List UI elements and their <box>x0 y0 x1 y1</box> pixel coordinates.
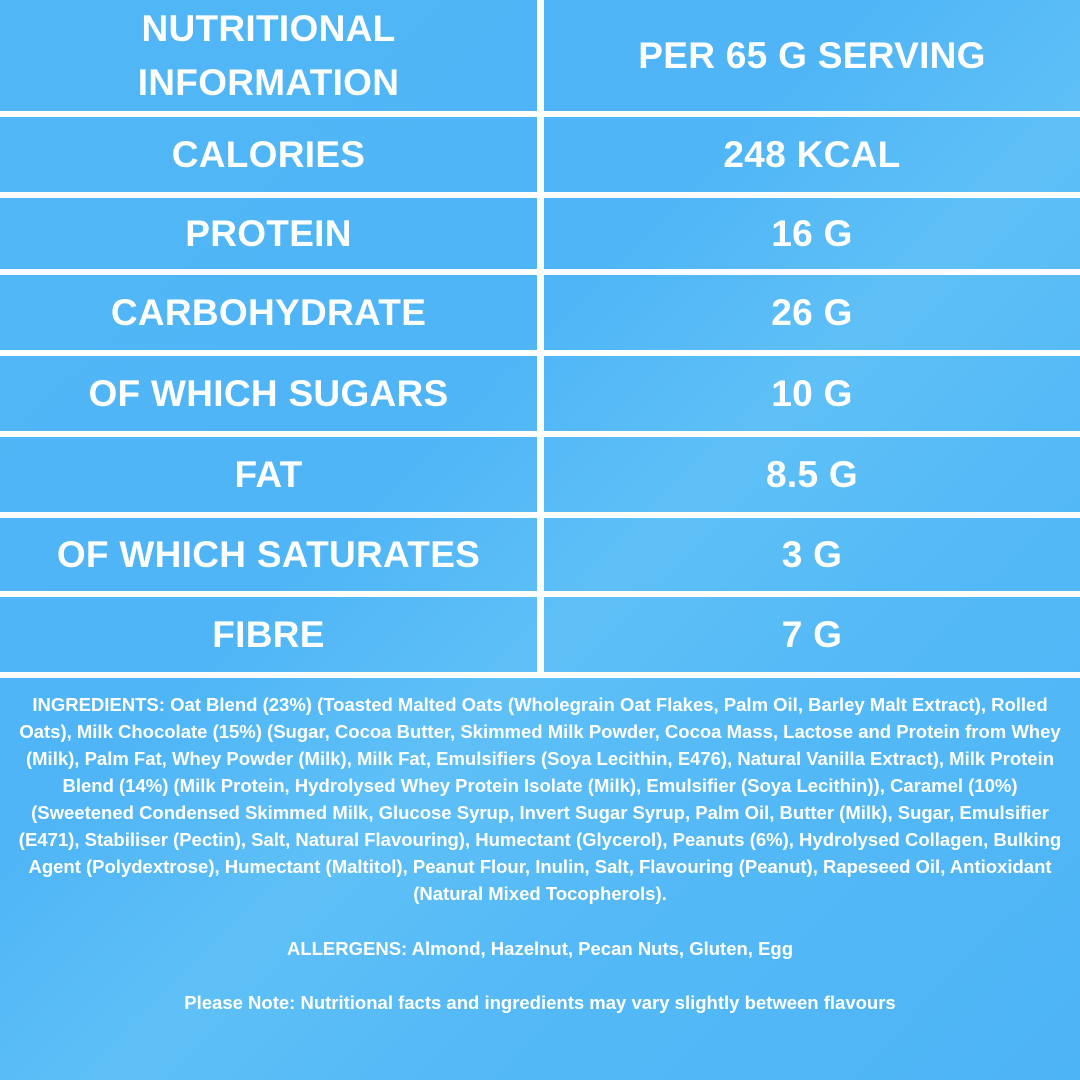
nutrient-value: 26 G <box>771 291 853 333</box>
header-serving-text: PER 65 G SERVING <box>638 34 986 76</box>
nutrient-label: CALORIES <box>171 133 366 175</box>
table-row: FIBRE 7 G <box>0 597 1080 672</box>
table-row: FAT 8.5 G <box>0 437 1080 512</box>
nutrient-label: FAT <box>234 453 303 495</box>
column-divider <box>537 0 544 673</box>
nutrient-label: OF WHICH SUGARS <box>88 372 449 414</box>
nutrient-value: 7 G <box>781 613 843 655</box>
disclaimer-note: Please Note: Nutritional facts and ingre… <box>184 992 896 1013</box>
nutrition-table: NUTRITIONAL INFORMATION PER 65 G SERVING… <box>0 0 1080 678</box>
header-serving-cell: PER 65 G SERVING <box>544 0 1080 111</box>
nutrient-label: FIBRE <box>212 613 325 655</box>
ingredients-text: INGREDIENTS: Oat Blend (23%) (Toasted Ma… <box>18 694 1062 904</box>
table-row: OF WHICH SATURATES 3 G <box>0 518 1080 591</box>
table-row: CALORIES 248 KCAL <box>0 117 1080 192</box>
table-row: OF WHICH SUGARS 10 G <box>0 356 1080 431</box>
nutrient-label: OF WHICH SATURATES <box>56 533 481 575</box>
nutrient-value: 248 KCAL <box>723 133 901 175</box>
table-row: CARBOHYDRATE 26 G <box>0 275 1080 350</box>
row-divider <box>0 672 1080 678</box>
table-header-row: NUTRITIONAL INFORMATION PER 65 G SERVING <box>0 0 1080 111</box>
nutrient-label: PROTEIN <box>185 212 352 254</box>
nutrient-value: 3 G <box>781 533 843 575</box>
nutrient-value: 16 G <box>771 212 853 254</box>
header-label-cell: NUTRITIONAL INFORMATION <box>0 0 537 111</box>
nutrient-value: 10 G <box>771 372 853 414</box>
allergens-text: ALLERGENS: Almond, Hazelnut, Pecan Nuts,… <box>286 938 794 959</box>
header-label-line-2: INFORMATION <box>137 61 400 103</box>
header-label-line-1: NUTRITIONAL <box>141 7 396 49</box>
nutrient-label: CARBOHYDRATE <box>110 291 427 333</box>
nutrient-value: 8.5 G <box>766 453 858 495</box>
table-row: PROTEIN 16 G <box>0 198 1080 269</box>
